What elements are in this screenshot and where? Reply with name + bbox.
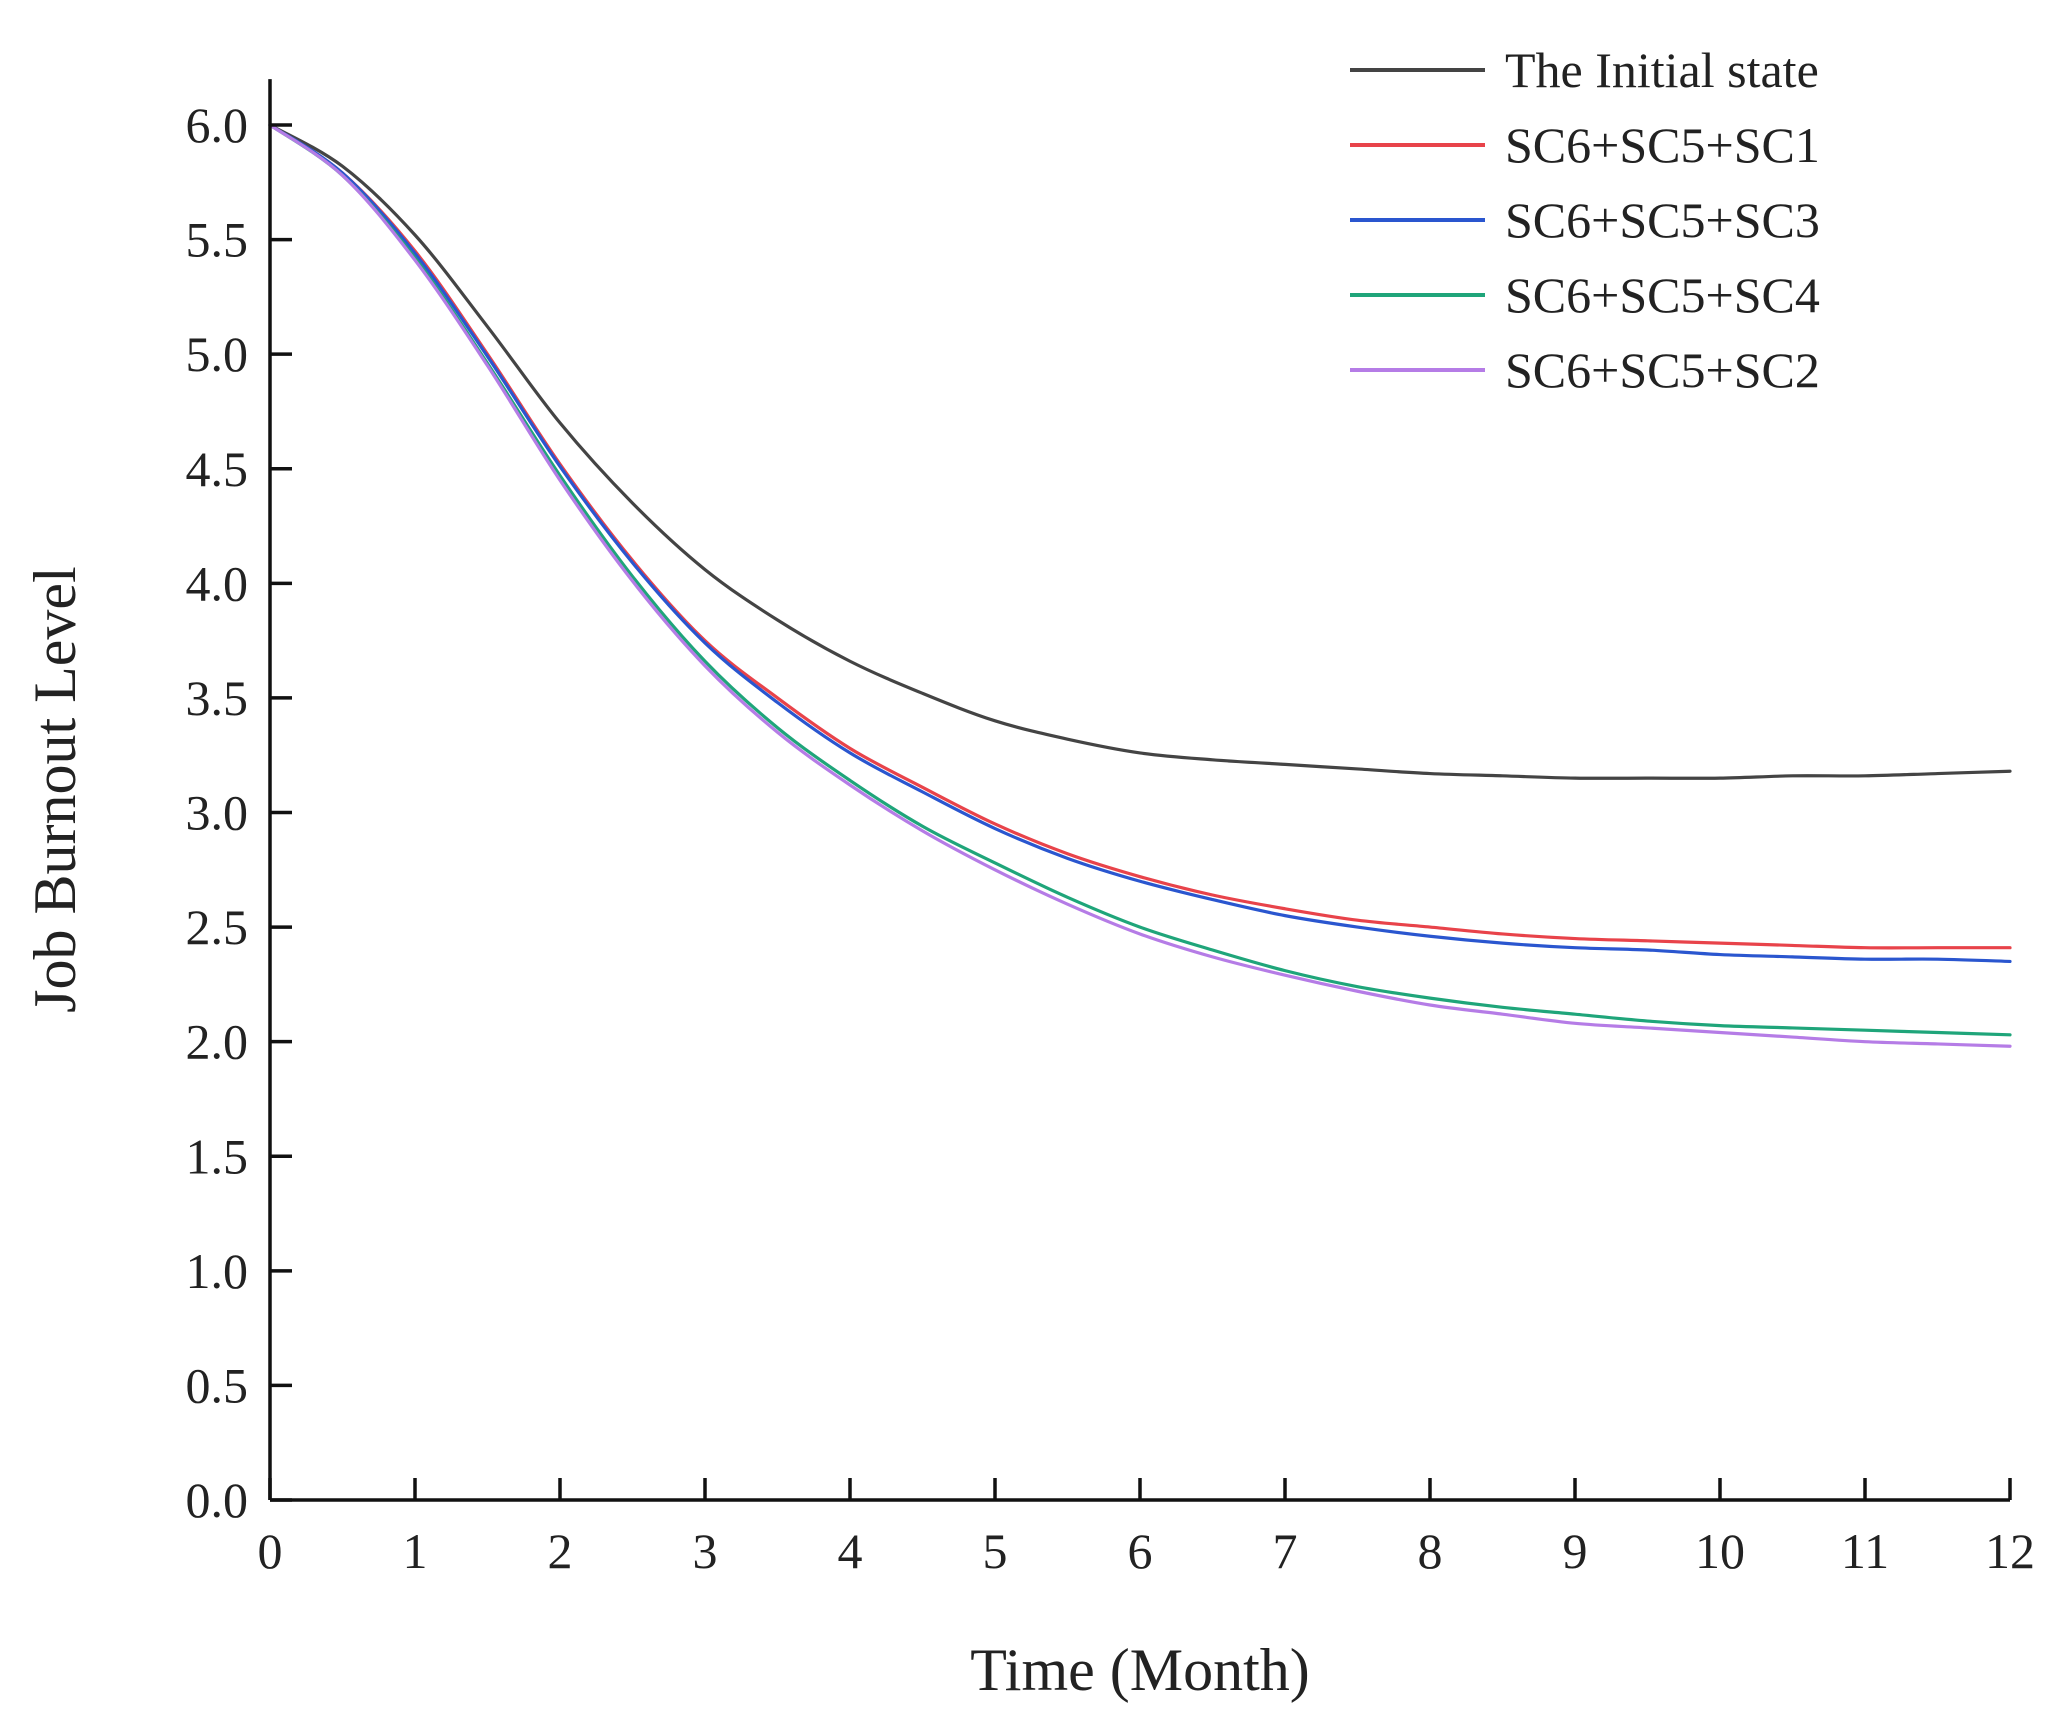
y-tick-label: 6.0 bbox=[186, 97, 249, 153]
x-axis-title: Time (Month) bbox=[970, 1637, 1310, 1703]
y-tick-label: 2.0 bbox=[186, 1014, 249, 1070]
x-tick-label: 2 bbox=[548, 1523, 573, 1579]
y-tick-label: 1.5 bbox=[186, 1128, 249, 1184]
series-layer bbox=[268, 123, 2012, 1048]
x-tick-label: 11 bbox=[1841, 1523, 1889, 1579]
series-line-4 bbox=[268, 123, 2012, 1037]
y-axis-title: Job Burnout Level bbox=[22, 566, 88, 1013]
y-tick-label: 1.0 bbox=[186, 1243, 249, 1299]
x-tick-label: 12 bbox=[1985, 1523, 2035, 1579]
y-ticks: 0.0 0.5 1.0 1.5 2.0 2.5 3.0 3.5 4.0 4.5 5.0 5.5 6.0 bbox=[186, 97, 292, 1528]
y-tick-label: 0.0 bbox=[186, 1472, 249, 1528]
x-tick-label: 3 bbox=[693, 1523, 718, 1579]
series-line-1 bbox=[268, 123, 2012, 780]
legend-label-3: SC6+SC5+SC3 bbox=[1505, 192, 1820, 248]
series-line-3 bbox=[268, 123, 2012, 964]
x-tick-label: 6 bbox=[1128, 1523, 1153, 1579]
y-tick-label: 5.5 bbox=[186, 212, 249, 268]
legend-label-2: SC6+SC5+SC1 bbox=[1505, 117, 1820, 173]
y-tick-label: 4.0 bbox=[186, 555, 249, 611]
legend: The Initial state SC6+SC5+SC1 SC6+SC5+SC3 S… bbox=[1350, 42, 1820, 398]
series-line-2 bbox=[268, 123, 2012, 950]
x-tick-label: 8 bbox=[1418, 1523, 1443, 1579]
x-tick-label: 4 bbox=[838, 1523, 863, 1579]
x-tick-label: 1 bbox=[403, 1523, 428, 1579]
x-tick-label: 10 bbox=[1695, 1523, 1745, 1579]
y-tick-label: 2.5 bbox=[186, 899, 249, 955]
y-tick-label: 0.5 bbox=[186, 1357, 249, 1413]
y-tick-label: 4.5 bbox=[186, 441, 249, 497]
x-tick-label: 0 bbox=[258, 1523, 283, 1579]
legend-label-1: The Initial state bbox=[1505, 42, 1819, 98]
legend-label-5: SC6+SC5+SC2 bbox=[1505, 342, 1820, 398]
y-tick-label: 3.5 bbox=[186, 670, 249, 726]
y-tick-label: 3.0 bbox=[186, 785, 249, 841]
legend-label-4: SC6+SC5+SC4 bbox=[1505, 267, 1820, 323]
x-tick-label: 7 bbox=[1273, 1523, 1298, 1579]
plot-area: 0 1 2 3 4 5 6 7 8 9 10 11 12 0.00.51.01.52.02.53.03.… bbox=[186, 79, 2035, 1579]
y-tick-label: 5.0 bbox=[186, 326, 249, 382]
x-tick-label: 9 bbox=[1563, 1523, 1588, 1579]
x-tick-label: 5 bbox=[983, 1523, 1008, 1579]
series-line-5 bbox=[268, 123, 2012, 1048]
x-ticks: 0 1 2 3 4 5 6 7 8 9 10 11 12 bbox=[258, 1478, 2035, 1579]
